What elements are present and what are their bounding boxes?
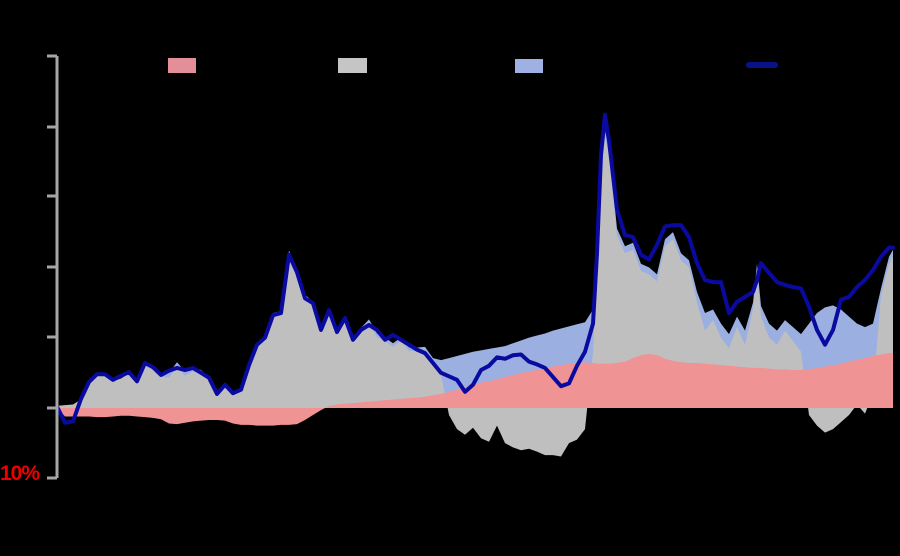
legend-swatch-gray-series-box — [338, 58, 367, 73]
y-axis — [47, 54, 59, 480]
legend-swatch-pink-series-box — [168, 58, 196, 73]
area-series-group — [57, 130, 893, 457]
legend-swatch-blue-series-box — [515, 59, 543, 73]
line-series-group — [55, 112, 895, 425]
y-axis-tick-label-red: 10% — [0, 462, 40, 485]
pink-area — [57, 353, 893, 426]
navy-line — [55, 112, 895, 425]
legend-swatch-navy-series-line — [746, 62, 778, 68]
